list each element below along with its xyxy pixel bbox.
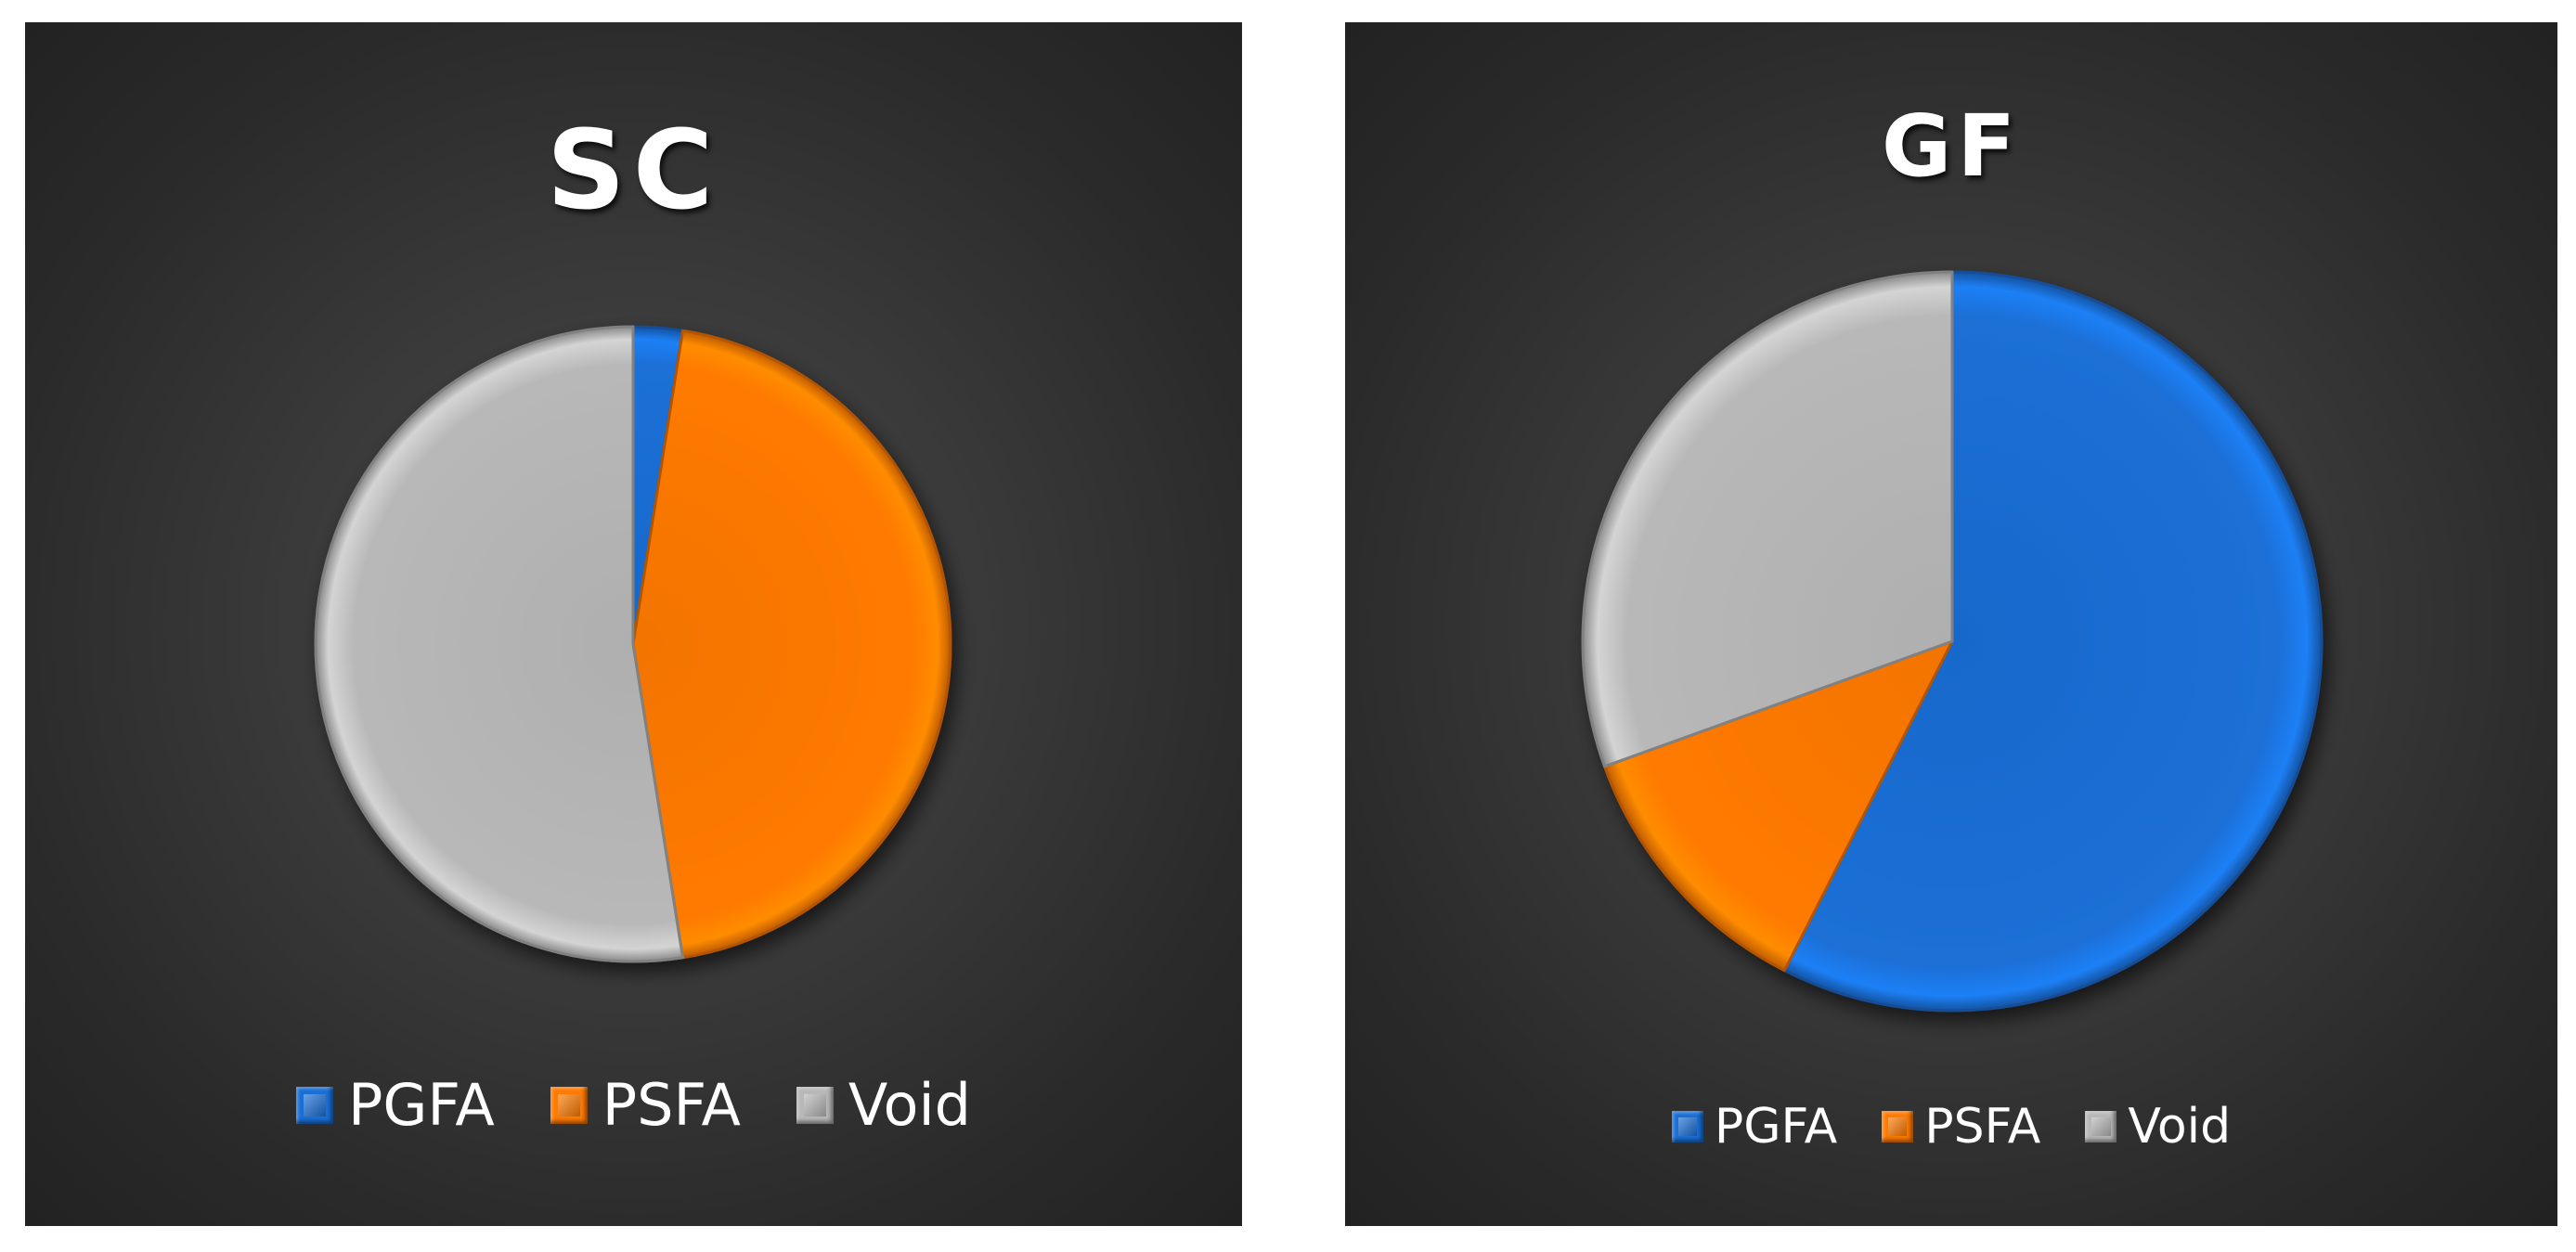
chart-panel-gf: GF PGFA PSFA Void	[1345, 22, 2557, 1226]
legend-label: PSFA	[1924, 1099, 2041, 1155]
legend-label: PSFA	[602, 1071, 741, 1139]
pie-chart-gf	[1581, 270, 2324, 1013]
legend-label: PGFA	[1714, 1099, 1838, 1155]
legend-label: PGFA	[347, 1071, 495, 1139]
pie-slice-void	[1581, 270, 1954, 768]
legend-item-psfa: PSFA	[1882, 1099, 2040, 1155]
chart-panel-sc: SC PGFA PSFA Void	[25, 22, 1242, 1226]
legend-swatch-psfa	[550, 1086, 588, 1124]
legend-label: Void	[848, 1071, 972, 1139]
pie-slice-void	[314, 325, 685, 963]
chart-title: GF	[1881, 97, 2022, 196]
legend-item-pgfa: PGFA	[1671, 1099, 1838, 1155]
legend-item-void: Void	[796, 1071, 971, 1139]
chart-title: SC	[546, 106, 721, 234]
pie-slice-pgfa	[1782, 270, 2324, 1013]
legend-label: Void	[2128, 1099, 2232, 1155]
pie-chart-sc	[314, 325, 952, 963]
pie-slice-psfa	[1603, 639, 1954, 973]
pie-slice-psfa	[631, 329, 952, 960]
legend-swatch-psfa	[1882, 1111, 1914, 1142]
chart-legend: PGFA PSFA Void	[1345, 1099, 2557, 1155]
legend-item-pgfa: PGFA	[295, 1071, 495, 1139]
legend-item-void: Void	[2085, 1099, 2231, 1155]
chart-legend: PGFA PSFA Void	[25, 1071, 1242, 1139]
legend-swatch-void	[2085, 1111, 2117, 1142]
legend-item-psfa: PSFA	[550, 1071, 741, 1139]
legend-swatch-void	[796, 1086, 834, 1124]
legend-swatch-pgfa	[295, 1086, 333, 1124]
legend-swatch-pgfa	[1671, 1111, 1703, 1142]
